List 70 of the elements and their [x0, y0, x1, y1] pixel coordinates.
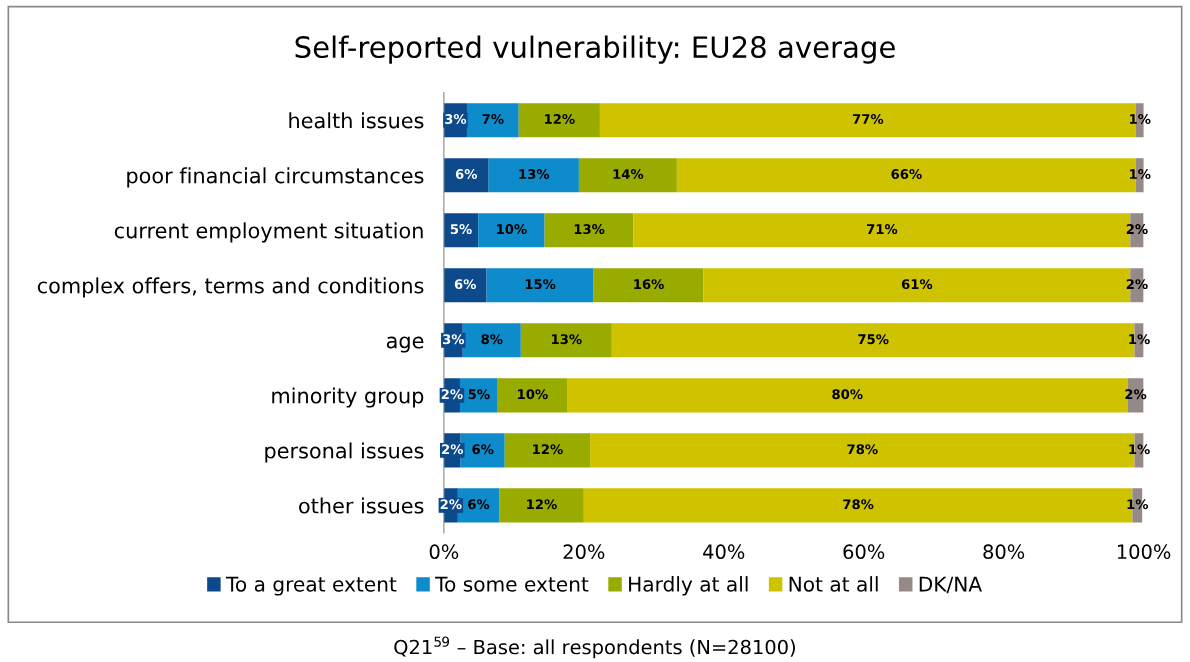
bar: [486, 268, 594, 303]
data-label: 6%: [455, 169, 478, 180]
data-label: 71%: [866, 224, 898, 235]
data-label: 1%: [1129, 444, 1150, 455]
x-tick-label: 20%: [563, 544, 605, 560]
data-label: 13%: [519, 169, 550, 180]
data-label: 3%: [445, 114, 467, 125]
data-label: 5%: [450, 224, 472, 235]
data-label: 2%: [440, 499, 462, 510]
x-tick-label: 60%: [843, 544, 885, 560]
data-label: 13%: [552, 334, 582, 345]
bar: [520, 323, 612, 358]
data-label: 80%: [832, 389, 863, 400]
y-tick-label: other issues: [299, 497, 424, 514]
data-label: 66%: [891, 169, 922, 180]
data-label: 6%: [472, 444, 494, 455]
bar: [544, 213, 634, 248]
data-label: 1%: [1129, 334, 1150, 345]
data-label: 2%: [442, 444, 464, 455]
data-label: 15%: [525, 279, 556, 290]
data-label: 6%: [468, 499, 490, 510]
bar: [462, 323, 521, 358]
data-label: 10%: [497, 224, 527, 235]
data-label: 77%: [852, 114, 884, 125]
x-tick-label: 40%: [703, 544, 745, 560]
bar: [499, 488, 584, 523]
data-label: 78%: [847, 444, 878, 455]
legend-label: To some extent: [435, 576, 589, 592]
x-tick-label: 0%: [429, 544, 459, 560]
data-label: 8%: [481, 334, 503, 345]
data-label: 14%: [613, 169, 644, 180]
legend-label: To a great extent: [225, 576, 397, 596]
bar: [578, 158, 677, 193]
bar: [466, 103, 519, 138]
data-label: 78%: [843, 499, 874, 510]
data-label: 3%: [443, 334, 465, 345]
data-label: 10%: [518, 389, 548, 400]
data-label: 5%: [468, 389, 490, 400]
data-label: 2%: [441, 389, 463, 400]
data-label: 1%: [1130, 169, 1151, 180]
bar: [593, 268, 704, 303]
bar: [488, 158, 579, 193]
data-label: 16%: [634, 279, 664, 290]
data-label: 12%: [527, 499, 557, 510]
bar: [478, 213, 545, 248]
data-label: 12%: [533, 444, 563, 455]
data-label: 12%: [545, 114, 575, 125]
legend-label: Not at all: [789, 576, 878, 592]
chart-title: Self-reported vulnerability: EU28 average: [295, 35, 895, 64]
y-tick-label: age: [386, 336, 424, 353]
y-tick-label: health issues: [289, 112, 424, 129]
text: Q21$^{59}$ – Base: all respondents (N=28100): [394, 636, 795, 659]
x-tick-label: 80%: [983, 544, 1025, 560]
bar: [504, 433, 591, 468]
data-label: 13%: [574, 224, 605, 235]
legend-label: Hardly at all: [629, 576, 748, 596]
data-label: 6%: [454, 279, 476, 290]
data-label: 75%: [858, 334, 889, 345]
data-label: 1%: [1130, 114, 1151, 125]
bar: [518, 103, 600, 138]
y-tick-label: personal issues: [265, 442, 424, 463]
y-tick-label: minority group: [272, 387, 424, 408]
y-tick-label: current employment situation: [114, 222, 423, 243]
x-tick-label: 100%: [1117, 544, 1171, 560]
data-label: 7%: [482, 114, 504, 125]
y-tick-label: complex offers, terms and conditions: [37, 277, 424, 298]
bar: [497, 378, 568, 413]
data-label: 61%: [901, 279, 933, 290]
y-tick-label: poor financial circumstances: [127, 167, 424, 188]
legend-label: DK/NA: [919, 576, 982, 594]
